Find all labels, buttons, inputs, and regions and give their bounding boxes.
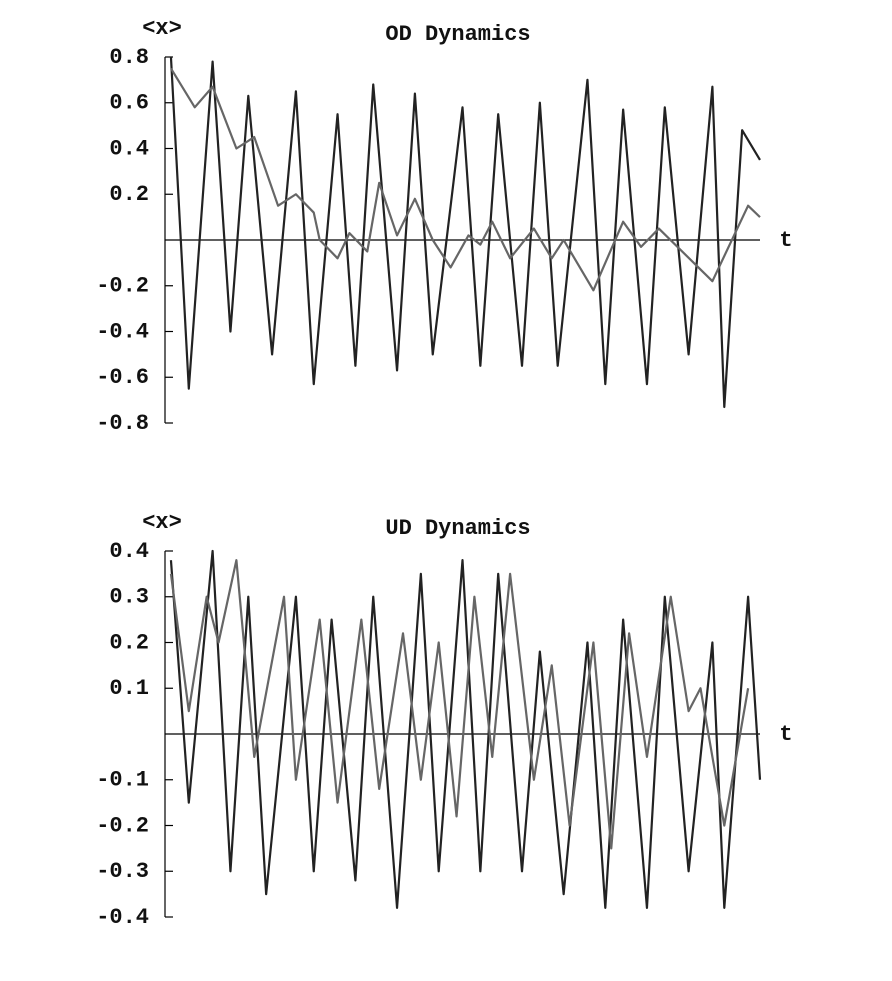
x-axis-label: t (779, 722, 792, 747)
data-line (169, 549, 762, 909)
y-tick-label: 0.8 (109, 45, 149, 70)
y-tick-label: -0.1 (96, 768, 149, 793)
y-tick-label: 0.6 (109, 91, 149, 116)
y-tick-label: -0.6 (96, 365, 149, 390)
y-axis-label: <x> (142, 510, 182, 535)
y-tick-label: 0.3 (109, 585, 149, 610)
y-tick-label: -0.4 (96, 319, 149, 344)
y-tick-label: -0.2 (96, 274, 149, 299)
y-tick-label: 0.4 (109, 539, 149, 564)
y-tick-label: -0.8 (96, 411, 149, 436)
y-axis-label: <x> (142, 16, 182, 41)
x-axis-label: t (779, 228, 792, 253)
chart-title: OD Dynamics (385, 22, 530, 47)
y-tick-label: -0.4 (96, 905, 149, 930)
y-tick-label: 0.1 (109, 676, 149, 701)
y-tick-label: -0.3 (96, 859, 149, 884)
y-tick-label: 0.4 (109, 136, 149, 161)
y-tick-label: 0.2 (109, 182, 149, 207)
y-tick-label: 0.2 (109, 630, 149, 655)
data-line (169, 56, 761, 409)
data-line (169, 559, 750, 850)
chart-title: UD Dynamics (385, 516, 530, 541)
data-line (170, 67, 761, 292)
y-tick-label: -0.2 (96, 813, 149, 838)
